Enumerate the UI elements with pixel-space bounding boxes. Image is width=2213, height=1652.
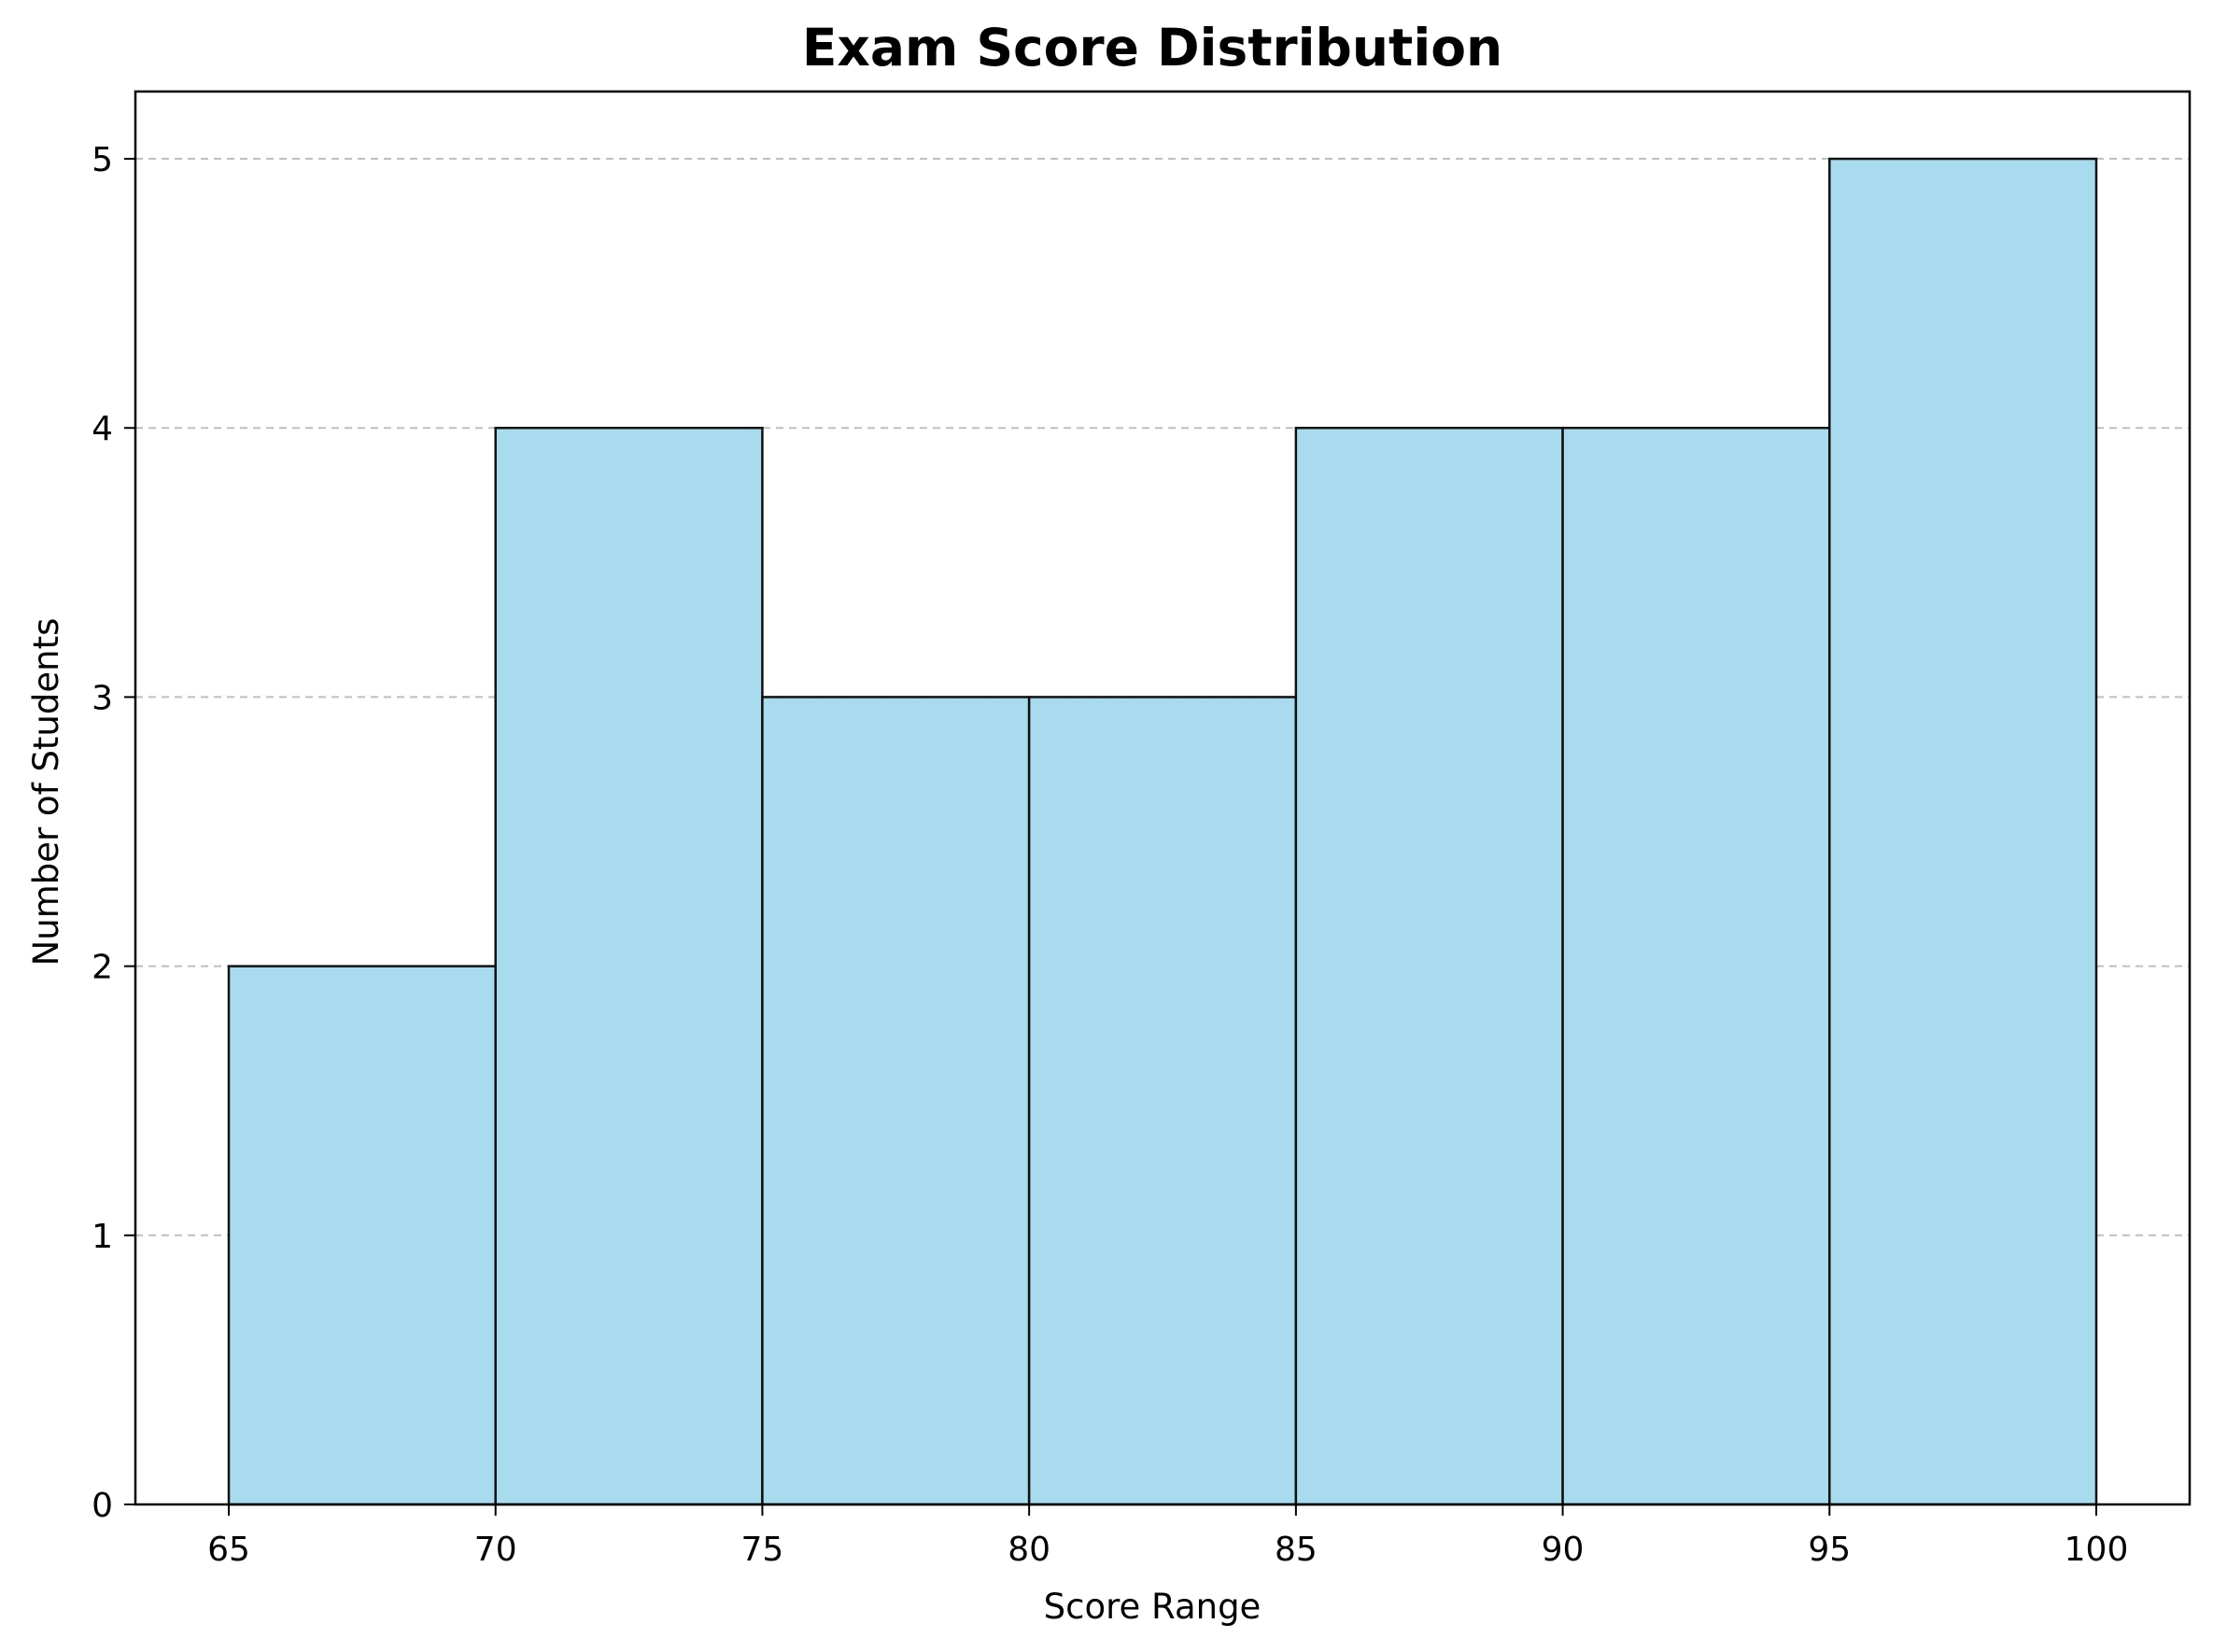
x-tick-label: 80 <box>1008 1531 1050 1569</box>
x-tick-label: 95 <box>1808 1531 1851 1569</box>
y-tick-label: 1 <box>92 1218 113 1256</box>
histogram-bar <box>227 965 497 1506</box>
y-tick-label: 4 <box>92 410 113 448</box>
y-tick-label: 2 <box>92 949 113 987</box>
x-tick-label: 90 <box>1542 1531 1585 1569</box>
histogram-bar <box>1027 696 1298 1506</box>
chart-title: Exam Score Distribution <box>802 18 1502 78</box>
x-axis-ticks: 65 70 75 80 85 90 95 100 <box>207 1504 2128 1569</box>
histogram-bar <box>761 696 1031 1506</box>
x-tick-label: 70 <box>474 1531 517 1569</box>
x-tick-label: 65 <box>207 1531 250 1569</box>
x-axis-label: Score Range <box>1044 1587 1262 1627</box>
x-tick-label: 75 <box>741 1531 784 1569</box>
y-tick-label: 3 <box>92 679 113 717</box>
x-tick-label: 100 <box>2065 1531 2129 1569</box>
histogram-bars <box>227 157 2098 1506</box>
x-tick-label: 85 <box>1275 1531 1318 1569</box>
y-tick-label: 0 <box>92 1487 113 1525</box>
histogram-bar <box>1828 157 2098 1506</box>
histogram-bar <box>494 426 764 1506</box>
histogram-bar <box>1294 426 1564 1506</box>
y-axis-ticks: 0 1 2 3 4 5 <box>92 141 135 1525</box>
y-axis-label: Number of Students <box>26 618 66 967</box>
histogram-bar <box>1561 426 1831 1506</box>
plot-area-frame <box>134 90 2192 1506</box>
y-tick-label: 5 <box>92 141 113 179</box>
